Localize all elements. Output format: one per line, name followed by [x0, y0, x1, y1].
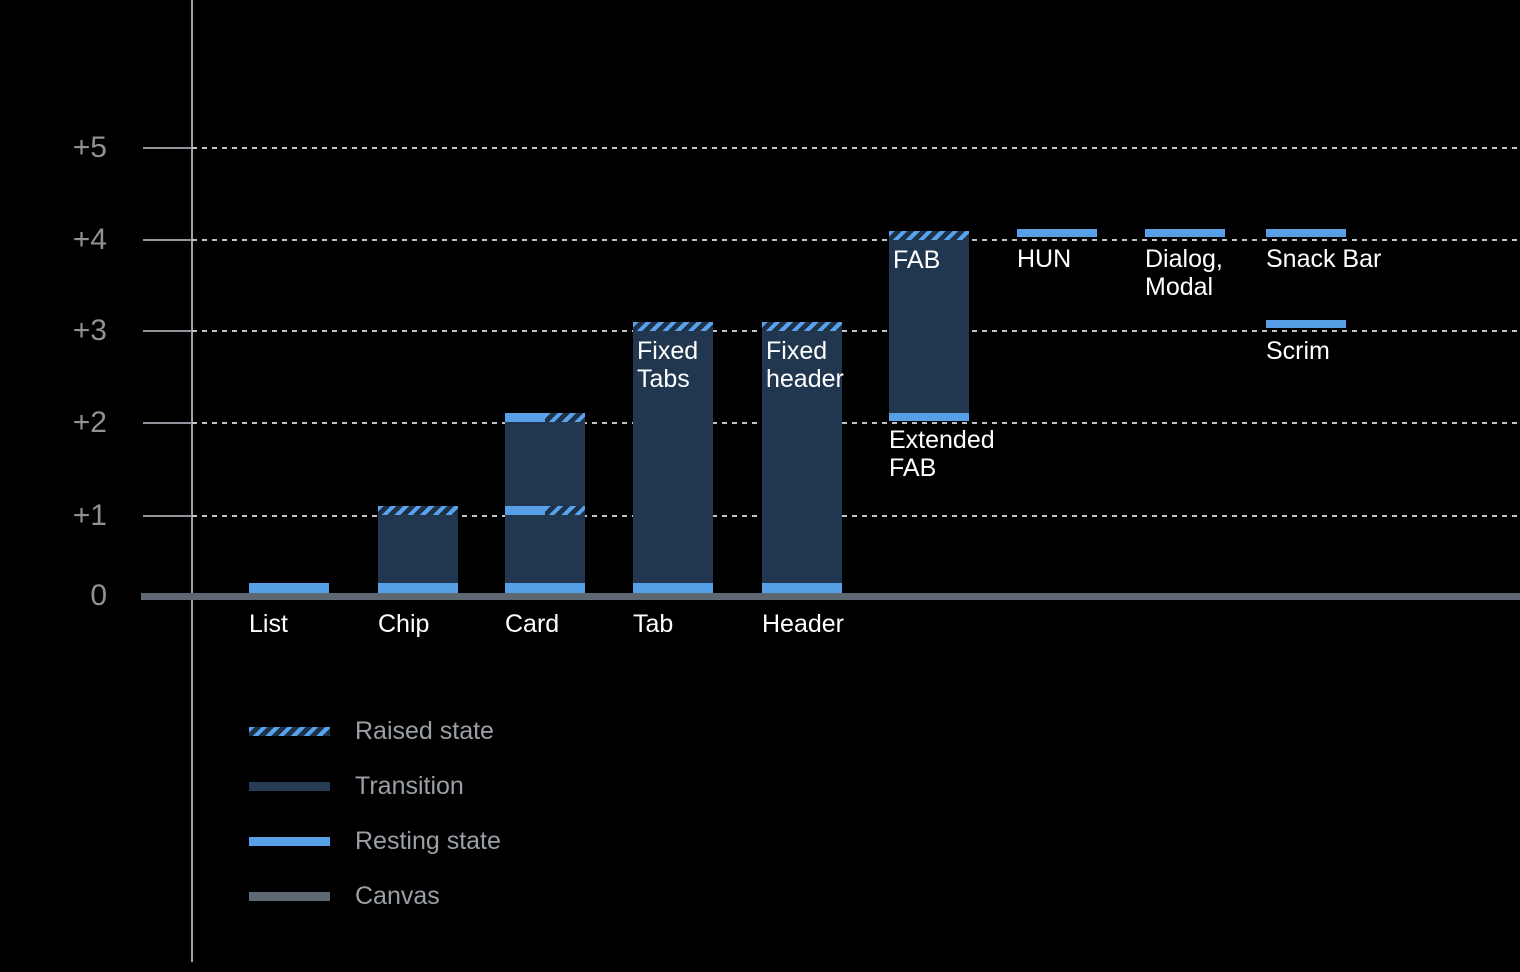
- y-axis-label-plus1: +1: [72, 499, 107, 532]
- bar-chip: [378, 506, 458, 593]
- bar-hun: [1017, 229, 1097, 237]
- label-card: Card: [505, 610, 560, 638]
- bar-tab: Fixed Tabs: [633, 322, 713, 593]
- resting-band: [889, 413, 969, 421]
- legend-label-raised: Raised state: [355, 717, 494, 745]
- legend-label-transition: Transition: [355, 772, 464, 800]
- raised-band: [545, 506, 585, 515]
- label-scrim: Scrim: [1266, 337, 1330, 365]
- tick-plus3: [143, 330, 192, 332]
- legend: Raised state Transition Resting state Ca…: [249, 717, 501, 910]
- transition-segment: FAB: [889, 240, 969, 413]
- raised-band-mid: [505, 506, 585, 515]
- raised-band: [762, 322, 842, 331]
- label-chip: Chip: [378, 610, 430, 638]
- bar-header: Fixed header: [762, 322, 844, 593]
- canvas-swatch-icon: [249, 892, 330, 901]
- label-list: List: [249, 610, 288, 638]
- y-axis-line: [191, 0, 193, 962]
- tick-plus2: [143, 422, 192, 424]
- y-axis-label-zero: 0: [90, 579, 107, 612]
- bar-inner-label-fixed-tabs: Fixed Tabs: [637, 337, 699, 393]
- transition-segment: Fixed header: [762, 331, 844, 583]
- resting-band: [505, 413, 545, 422]
- bar-dialog-modal: [1145, 229, 1225, 237]
- resting-band: [633, 583, 713, 593]
- raised-state-swatch-icon: [249, 727, 330, 736]
- resting-band: [1266, 229, 1346, 237]
- bar-snack-bar: [1266, 229, 1346, 237]
- gridline-plus2: [192, 422, 1520, 424]
- legend-row-canvas: Canvas: [249, 882, 501, 910]
- resting-band: [378, 583, 458, 593]
- resting-band: [249, 583, 329, 593]
- legend-row-transition: Transition: [249, 772, 501, 800]
- y-axis-label-plus4: +4: [72, 223, 107, 256]
- tick-plus5: [143, 147, 192, 149]
- label-dialog-modal: Dialog, Modal: [1145, 245, 1223, 301]
- legend-label-resting: Resting state: [355, 827, 501, 855]
- gridline-plus1: [192, 515, 1520, 517]
- raised-band: [633, 322, 713, 331]
- legend-row-raised: Raised state: [249, 717, 501, 745]
- y-axis-label-plus2: +2: [72, 406, 107, 439]
- y-axis-label-plus5: +5: [72, 131, 107, 164]
- y-axis-label-plus3: +3: [72, 314, 107, 347]
- canvas-baseline: [141, 593, 1520, 600]
- gridline-plus4: [192, 239, 1520, 241]
- gridline-plus5: [192, 147, 1520, 149]
- label-header: Header: [762, 610, 844, 638]
- label-snack-bar: Snack Bar: [1266, 245, 1382, 273]
- gridline-plus3: [192, 330, 1520, 332]
- bar-scrim: [1266, 320, 1346, 328]
- label-extended-fab: Extended FAB: [889, 426, 995, 482]
- transition-swatch-icon: [249, 782, 330, 791]
- tick-plus4: [143, 239, 192, 241]
- legend-row-resting: Resting state: [249, 827, 501, 855]
- tick-plus1: [143, 515, 192, 517]
- raised-band: [378, 506, 458, 515]
- resting-band: [762, 583, 842, 593]
- bar-card: [505, 413, 585, 593]
- raised-band: [889, 231, 969, 240]
- transition-segment: [505, 422, 585, 506]
- legend-label-canvas: Canvas: [355, 882, 440, 910]
- bar-inner-label-fixed-header: Fixed header: [766, 337, 844, 393]
- resting-band: [505, 506, 545, 515]
- raised-band-top: [505, 413, 585, 422]
- transition-segment: [505, 515, 585, 583]
- resting-band: [1266, 320, 1346, 328]
- bar-extended-fab: FAB: [889, 231, 969, 421]
- raised-band: [545, 413, 585, 422]
- resting-state-swatch-icon: [249, 837, 330, 846]
- resting-band: [1017, 229, 1097, 237]
- bar-inner-label-fab: FAB: [893, 246, 941, 274]
- resting-band: [1145, 229, 1225, 237]
- transition-segment: Fixed Tabs: [633, 331, 713, 583]
- label-tab: Tab: [633, 610, 674, 638]
- label-hun: HUN: [1017, 245, 1072, 273]
- resting-band: [505, 583, 585, 593]
- transition-segment: [378, 515, 458, 583]
- bar-list: [249, 583, 329, 593]
